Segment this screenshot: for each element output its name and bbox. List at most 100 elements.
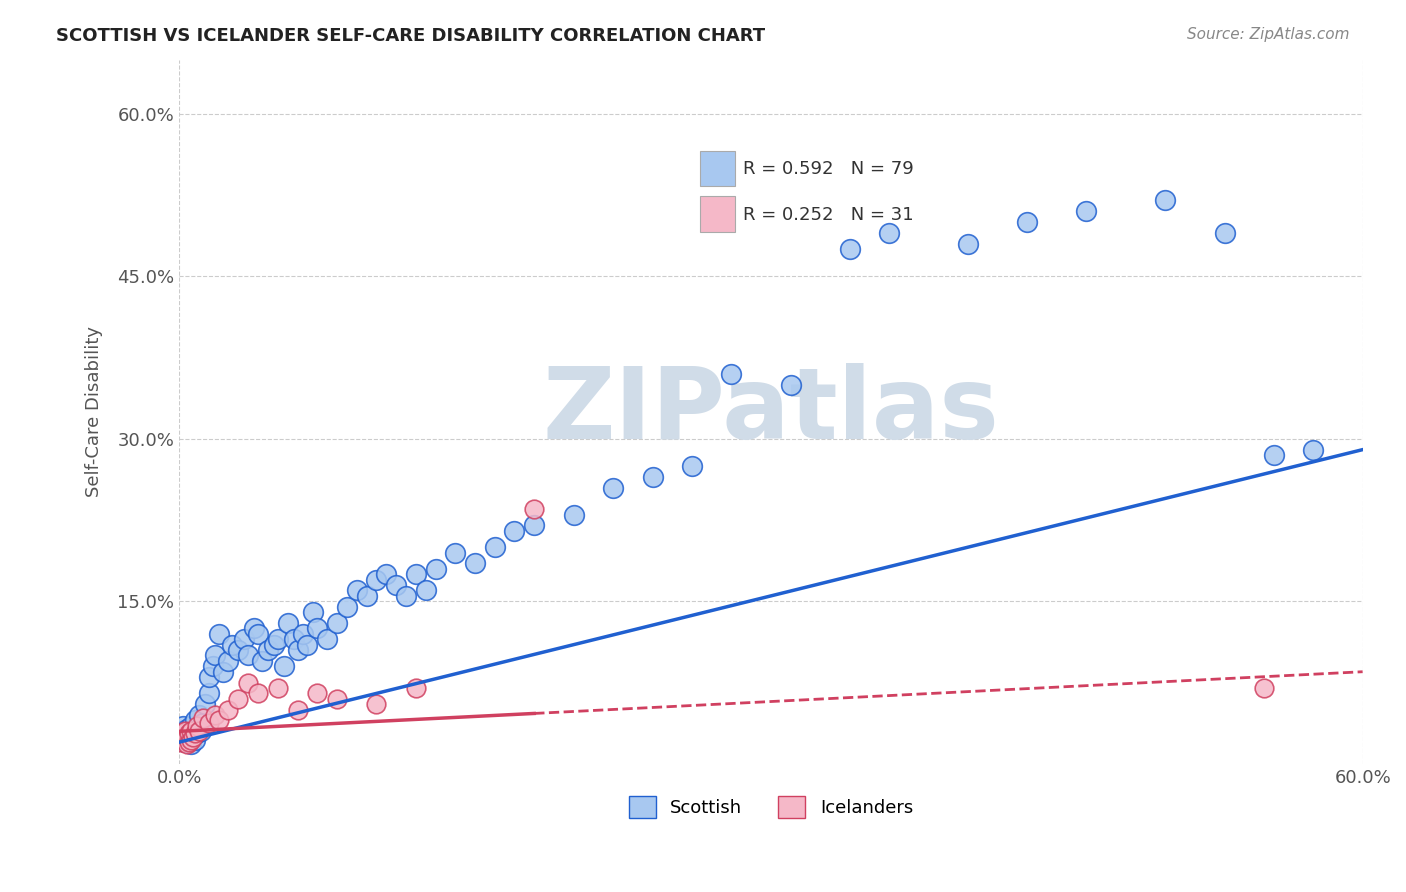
Point [267, 681, 290, 695]
Point [177, 735, 200, 749]
Point [186, 719, 208, 733]
Point [221, 638, 243, 652]
Point [957, 236, 980, 251]
Point [385, 578, 408, 592]
Point [1302, 442, 1324, 457]
Point [366, 573, 388, 587]
Point [247, 686, 270, 700]
Point [190, 724, 212, 739]
Point [641, 469, 664, 483]
Point [602, 481, 624, 495]
Point [243, 621, 266, 635]
Point [366, 698, 388, 712]
Point [681, 458, 703, 473]
Point [283, 632, 305, 647]
Point [180, 733, 202, 747]
Point [176, 730, 198, 744]
Point [186, 726, 208, 740]
Point [238, 675, 260, 690]
Point [1213, 226, 1236, 240]
Point [484, 540, 506, 554]
Bar [700, 196, 735, 232]
Point [838, 242, 860, 256]
Point [523, 518, 546, 533]
Point [180, 737, 202, 751]
Point [263, 638, 285, 652]
Point [228, 691, 250, 706]
Point [172, 730, 194, 744]
Point [172, 719, 194, 733]
Point [1253, 681, 1275, 695]
Bar [700, 151, 735, 186]
Point [292, 627, 315, 641]
Point [464, 557, 486, 571]
Point [877, 226, 900, 240]
Point [172, 726, 194, 740]
Point [207, 714, 229, 728]
Point [1154, 194, 1177, 208]
Point [503, 524, 526, 538]
Point [326, 691, 349, 706]
Point [177, 733, 200, 747]
Point [204, 648, 226, 663]
Point [184, 726, 207, 740]
Text: ZIPatlas: ZIPatlas [543, 363, 1000, 460]
Point [187, 708, 209, 723]
Point [356, 589, 378, 603]
Y-axis label: Self-Care Disability: Self-Care Disability [86, 326, 103, 497]
Point [191, 711, 214, 725]
Point [1263, 448, 1285, 462]
Point [170, 724, 193, 739]
Point [177, 726, 200, 740]
Point [181, 730, 204, 744]
Point [176, 737, 198, 751]
Point [233, 632, 256, 647]
Point [326, 615, 349, 630]
Point [247, 627, 270, 641]
Point [523, 502, 546, 516]
Point [218, 654, 240, 668]
Point [194, 698, 217, 712]
Point [174, 733, 197, 747]
Point [174, 726, 197, 740]
Point [177, 724, 200, 739]
Point [207, 627, 229, 641]
Point [176, 730, 198, 744]
Point [181, 730, 204, 744]
Point [779, 377, 801, 392]
Point [257, 643, 280, 657]
Point [302, 605, 325, 619]
Point [176, 722, 198, 736]
Point [218, 703, 240, 717]
Point [184, 733, 207, 747]
Text: R = 0.592   N = 79: R = 0.592 N = 79 [744, 160, 914, 178]
Point [307, 686, 329, 700]
Point [172, 730, 194, 744]
Text: R = 0.252   N = 31: R = 0.252 N = 31 [744, 205, 914, 224]
Point [336, 599, 359, 614]
Point [316, 632, 339, 647]
Legend: Scottish, Icelanders: Scottish, Icelanders [621, 789, 921, 825]
Point [238, 648, 260, 663]
Point [287, 643, 309, 657]
Point [170, 735, 193, 749]
Point [444, 545, 467, 559]
Point [204, 708, 226, 723]
Point [180, 724, 202, 739]
Text: SCOTTISH VS ICELANDER SELF-CARE DISABILITY CORRELATION CHART: SCOTTISH VS ICELANDER SELF-CARE DISABILI… [56, 27, 765, 45]
Point [174, 724, 197, 739]
Point [346, 583, 368, 598]
Point [187, 724, 209, 739]
Point [201, 659, 224, 673]
Point [228, 643, 250, 657]
Point [297, 638, 319, 652]
Point [180, 719, 202, 733]
Text: Source: ZipAtlas.com: Source: ZipAtlas.com [1187, 27, 1350, 42]
Point [720, 367, 742, 381]
Point [1076, 204, 1098, 219]
Point [405, 681, 427, 695]
Point [211, 665, 233, 679]
Point [187, 719, 209, 733]
Point [415, 583, 437, 598]
Point [287, 703, 309, 717]
